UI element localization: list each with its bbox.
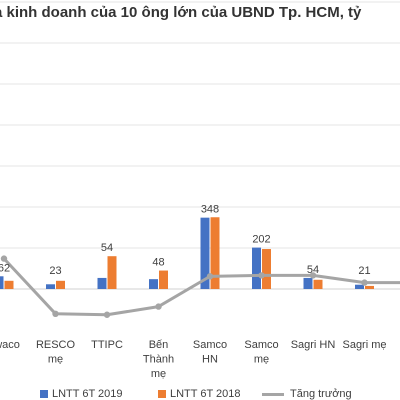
legend: LNTT 6T 2019 LNTT 6T 2018 Tăng trưởng bbox=[0, 388, 400, 400]
category-label: mẹ bbox=[48, 354, 63, 366]
legend-item-2018: LNTT 6T 2018 bbox=[158, 388, 241, 400]
legend-item-growth: Tăng trưởng bbox=[262, 388, 352, 400]
data-label: 21 bbox=[358, 265, 370, 277]
category-label: Samco bbox=[244, 339, 278, 351]
bar-2018 bbox=[159, 270, 168, 289]
bar-2019 bbox=[252, 247, 261, 289]
data-label: 48 bbox=[152, 257, 164, 269]
category-label: TTIPC bbox=[91, 339, 123, 351]
legend-item-2019: LNTT 6T 2019 bbox=[40, 388, 123, 400]
growth-point bbox=[258, 272, 265, 279]
category-label: Sagri mẹ bbox=[342, 339, 386, 351]
bar-2018 bbox=[313, 279, 323, 289]
data-label: 54 bbox=[101, 242, 113, 254]
bar-2019 bbox=[200, 217, 210, 289]
bar-2019 bbox=[149, 279, 158, 289]
legend-swatch-2018 bbox=[158, 390, 166, 398]
data-label: 62 bbox=[0, 262, 10, 274]
category-label: Thành bbox=[143, 354, 174, 366]
category-label: mẹ bbox=[151, 368, 166, 380]
category-label: Samco bbox=[193, 339, 227, 351]
bar-2019 bbox=[303, 277, 313, 289]
legend-label-2018: LNTT 6T 2018 bbox=[170, 388, 241, 400]
growth-point bbox=[309, 272, 317, 279]
legend-swatch-growth bbox=[262, 392, 284, 396]
data-label: 54 bbox=[307, 264, 319, 276]
growth-point bbox=[0, 255, 8, 262]
growth-line bbox=[2, 257, 400, 317]
category-label: HN bbox=[202, 354, 218, 366]
data-label: 23 bbox=[49, 265, 61, 277]
bar-2018 bbox=[365, 285, 374, 289]
category-label: awaco bbox=[0, 339, 20, 351]
legend-label-2019: LNTT 6T 2019 bbox=[52, 388, 123, 400]
growth-point bbox=[206, 273, 214, 280]
bar-2018 bbox=[262, 249, 271, 289]
bar-2018 bbox=[4, 280, 14, 289]
bar-2018 bbox=[56, 280, 65, 289]
bar-2019 bbox=[97, 277, 107, 289]
legend-swatch-2019 bbox=[40, 390, 48, 398]
growth-point bbox=[52, 310, 59, 317]
chart-title: ả kinh doanh của 10 ông lớn của UBND Tp.… bbox=[0, 4, 362, 21]
growth-point bbox=[155, 303, 162, 310]
legend-label-growth: Tăng trưởng bbox=[290, 388, 352, 400]
category-label: RESCO bbox=[36, 339, 76, 351]
growth-point bbox=[103, 311, 111, 318]
data-label: 202 bbox=[252, 234, 270, 246]
category-label: Sagri HN bbox=[291, 339, 336, 351]
bar-2018 bbox=[107, 256, 117, 289]
bar-2019 bbox=[0, 276, 4, 289]
growth-point bbox=[361, 279, 368, 286]
bar-2019 bbox=[46, 284, 55, 289]
category-label: Bến bbox=[149, 339, 169, 351]
bar-2018 bbox=[210, 217, 220, 289]
data-label: 348 bbox=[201, 203, 219, 215]
bar-2019 bbox=[355, 284, 364, 289]
category-label: mẹ bbox=[254, 354, 269, 366]
